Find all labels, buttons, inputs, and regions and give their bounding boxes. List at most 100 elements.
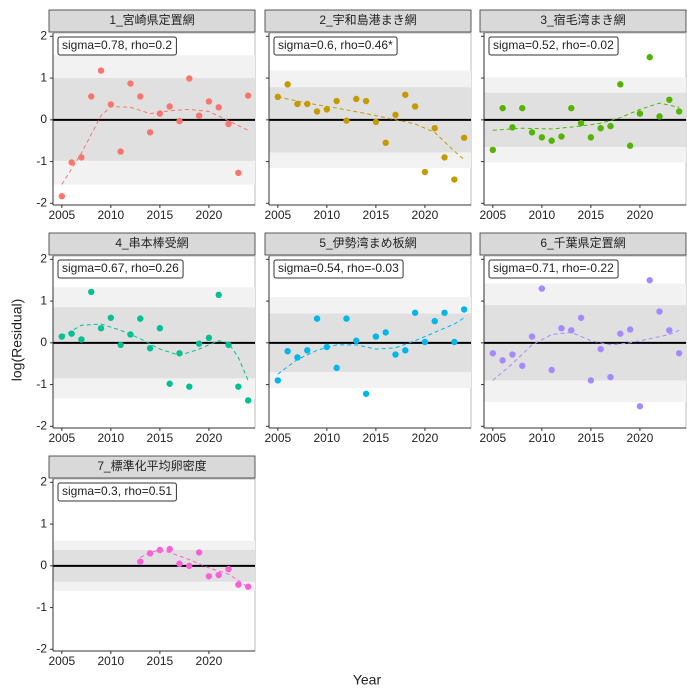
annotation: sigma=0.67, rho=0.26: [62, 261, 179, 275]
data-point: [362, 390, 370, 397]
x-tick-label: 2005: [264, 431, 291, 445]
data-point: [538, 285, 546, 292]
data-point: [235, 383, 242, 390]
data-point: [587, 134, 595, 141]
data-point: [577, 119, 585, 127]
data-point: [215, 571, 222, 579]
data-point: [244, 397, 252, 404]
annotation: sigma=0.52, rho=-0.02: [493, 38, 614, 52]
data-point: [215, 291, 222, 299]
y-tick-label: 0: [40, 112, 47, 126]
trend-line: [61, 105, 249, 185]
x-tick-label: 2020: [412, 208, 439, 222]
x-tick-label: 2015: [578, 431, 605, 445]
y-tick-label: 1: [40, 516, 47, 530]
x-tick-label: 2010: [529, 208, 556, 222]
data-point: [392, 111, 399, 119]
y-tick-label: -2: [36, 419, 47, 433]
y-tick-label: 2: [40, 475, 47, 489]
x-tick-label: 2015: [363, 431, 390, 445]
data-point: [195, 549, 203, 556]
x-tick-label: 2010: [529, 431, 556, 445]
data-point: [411, 103, 419, 110]
data-point: [421, 338, 429, 346]
data-point: [186, 562, 193, 570]
annotation-box: [488, 36, 619, 56]
data-point: [548, 366, 555, 374]
trend-line: [61, 323, 249, 381]
data-point: [274, 93, 282, 101]
panel-title: 5_伊勢湾まめ板網: [319, 235, 416, 250]
x-tick-label: 2020: [196, 431, 223, 445]
x-axis-label: Year: [353, 672, 382, 688]
data-point: [392, 351, 399, 358]
x-tick-label: 2005: [479, 431, 506, 445]
data-point: [225, 565, 232, 573]
data-point: [509, 351, 516, 358]
y-tick-label: 0: [40, 335, 47, 349]
data-point: [519, 104, 526, 112]
x-tick-label: 2005: [479, 208, 506, 222]
data-point: [195, 340, 203, 347]
data-point: [58, 193, 66, 200]
y-tick-label: -2: [36, 642, 47, 656]
data-point: [372, 118, 380, 126]
data-point: [205, 334, 213, 342]
data-point: [489, 146, 497, 154]
data-point: [499, 357, 506, 364]
data-point: [146, 550, 154, 557]
strip: [479, 9, 687, 33]
data-point: [382, 329, 389, 336]
data-point: [294, 100, 301, 108]
strip: [264, 232, 472, 256]
annotation: sigma=0.71, rho=-0.22: [493, 261, 614, 275]
data-point: [205, 98, 213, 105]
x-tick-label: 2005: [264, 208, 291, 222]
x-tick-label: 2020: [627, 208, 654, 222]
data-point: [304, 100, 311, 108]
data-point: [362, 97, 370, 105]
panel-title: 4_串本棒受網: [115, 236, 188, 250]
trend-line: [277, 317, 465, 375]
x-tick-label: 2015: [147, 431, 174, 445]
panel-title: 2_宇和島港まき網: [319, 12, 416, 27]
data-point: [597, 124, 604, 132]
data-point: [186, 75, 193, 82]
data-point: [107, 101, 115, 108]
data-point: [451, 338, 458, 346]
data-point: [548, 137, 555, 144]
data-point: [127, 331, 134, 338]
data-point: [137, 93, 144, 100]
data-point: [225, 341, 232, 349]
data-point: [636, 110, 644, 117]
annotation-box: [273, 36, 398, 56]
data-point: [431, 124, 438, 132]
x-tick-label: 2010: [314, 208, 341, 222]
data-point: [304, 347, 311, 354]
trend-line: [140, 549, 249, 588]
panel-title: 1_宮崎県定置網: [109, 12, 194, 27]
strip: [48, 455, 256, 479]
data-point: [538, 134, 546, 141]
data-point: [215, 104, 222, 111]
data-point: [460, 306, 468, 313]
x-tick-label: 2005: [48, 654, 75, 668]
data-point: [607, 122, 614, 130]
data-point: [402, 91, 409, 98]
data-point: [176, 350, 183, 357]
data-point: [313, 108, 321, 115]
data-point: [146, 345, 154, 352]
data-point: [186, 383, 193, 390]
data-point: [323, 343, 331, 351]
data-point: [597, 345, 604, 353]
trend-line: [277, 96, 465, 160]
x-tick-label: 2010: [98, 431, 125, 445]
annotation: sigma=0.3, rho=0.51: [62, 484, 172, 498]
panel-title: 7_標準化平均卵密度: [97, 458, 206, 473]
annotation-box: [57, 482, 177, 502]
data-point: [58, 333, 66, 340]
data-point: [343, 117, 350, 124]
x-tick-label: 2010: [98, 208, 125, 222]
data-point: [646, 54, 653, 61]
